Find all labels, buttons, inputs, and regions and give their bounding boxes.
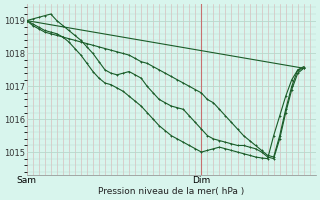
X-axis label: Pression niveau de la mer( hPa ): Pression niveau de la mer( hPa ) [98, 187, 244, 196]
